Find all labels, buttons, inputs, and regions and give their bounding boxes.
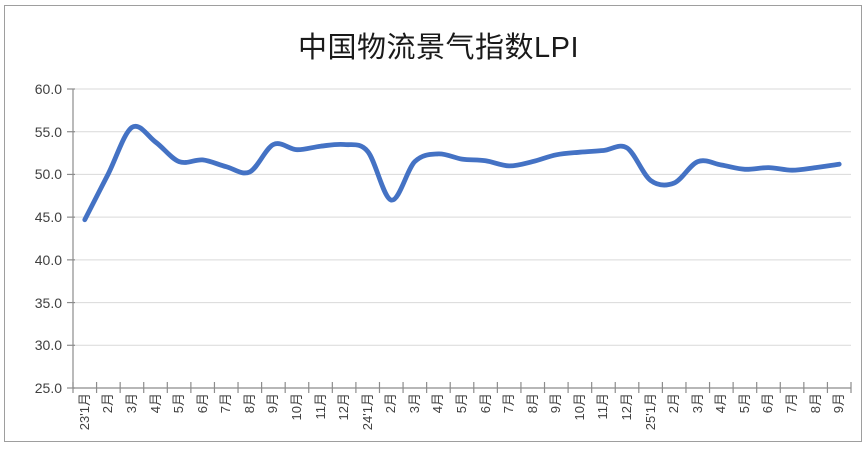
x-axis-label: 4月 [430,393,446,414]
x-axis-label: 7月 [784,393,800,414]
x-axis-label: 6月 [477,393,493,414]
x-axis-label: 24'1月 [359,393,375,431]
x-axis-label: 5月 [171,393,187,414]
x-axis-label: 11月 [312,393,328,420]
x-axis-label: 2月 [383,393,399,414]
x-axis-label: 9月 [265,393,281,414]
x-axis-label: 6月 [194,393,210,414]
x-axis-label: 8月 [807,393,823,414]
x-axis-label: 12月 [619,393,635,421]
x-axis-label: 11月 [595,393,611,420]
x-axis-label: 10月 [288,393,304,421]
y-axis-label: 35.0 [34,294,62,311]
chart-title: 中国物流景气指数LPI [297,32,580,64]
y-axis-label: 40.0 [34,251,62,268]
chart-frame: 中国物流景气指数LPI 60.0 55.0 50.0 45.0 40.0 35.0 30.0… [4,5,862,442]
x-axis-label: 5月 [454,393,469,414]
x-axis-label: 9月 [548,393,564,414]
x-axis-label: 7月 [501,393,517,414]
x-axis-label: 4月 [147,393,163,414]
x-axis-label: 6月 [760,393,776,414]
y-axis-label: 55.0 [34,123,62,140]
y-axis-label: 45.0 [34,209,62,226]
x-axis-label: 5月 [736,393,752,414]
y-axis-label: 50.0 [34,166,62,183]
x-axis-label: 12月 [336,393,352,421]
x-axis-label: 2月 [100,393,116,414]
x-axis-label: 23'1月 [76,393,92,431]
y-axis-label: 60.0 [34,81,62,97]
x-axis-label: 10月 [571,393,587,421]
x-axis-label: 3月 [123,393,139,414]
x-axis-label: 8月 [524,393,540,414]
x-axis-label: 7月 [218,393,234,414]
x-axis-label: 3月 [689,393,705,414]
y-axis-label: 25.0 [34,380,62,396]
x-axis-label: 4月 [713,393,729,414]
line-chart-plot [67,88,852,393]
x-axis-label: 2月 [666,393,682,414]
lpi-series-line [82,123,842,223]
x-axis-label: 25'1月 [642,393,658,431]
x-axis-label: 8月 [241,393,257,414]
x-axis-label: 3月 [406,393,422,414]
y-axis-label: 30.0 [34,337,62,354]
x-axis-label: 9月 [831,393,847,414]
